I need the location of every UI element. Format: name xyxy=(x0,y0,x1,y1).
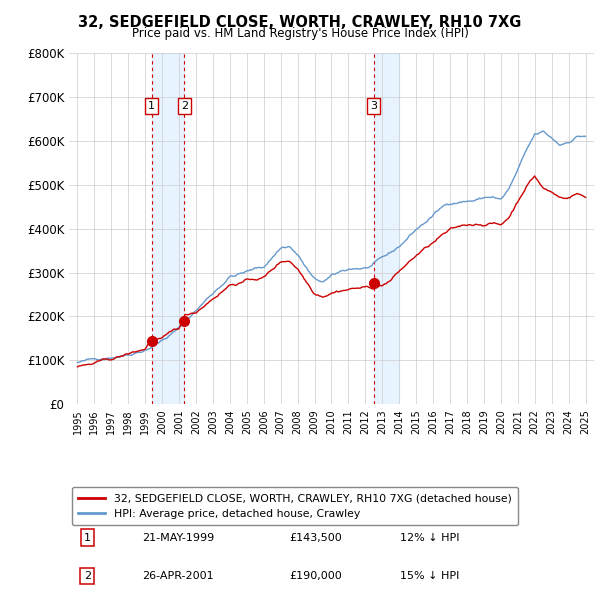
Bar xyxy=(152,53,184,404)
Text: 2: 2 xyxy=(181,101,188,111)
Text: 2: 2 xyxy=(84,571,91,581)
Text: 1: 1 xyxy=(84,533,91,543)
Text: Price paid vs. HM Land Registry's House Price Index (HPI): Price paid vs. HM Land Registry's House … xyxy=(131,27,469,40)
Text: 15% ↓ HPI: 15% ↓ HPI xyxy=(400,571,459,581)
Bar xyxy=(374,53,399,404)
Text: 3: 3 xyxy=(370,101,377,111)
Text: £143,500: £143,500 xyxy=(290,533,342,543)
Legend: 32, SEDGEFIELD CLOSE, WORTH, CRAWLEY, RH10 7XG (detached house), HPI: Average pr: 32, SEDGEFIELD CLOSE, WORTH, CRAWLEY, RH… xyxy=(72,487,518,525)
Text: 12% ↓ HPI: 12% ↓ HPI xyxy=(400,533,459,543)
Text: 21-MAY-1999: 21-MAY-1999 xyxy=(143,533,215,543)
Text: 1: 1 xyxy=(148,101,155,111)
Text: £190,000: £190,000 xyxy=(290,571,342,581)
Text: 26-APR-2001: 26-APR-2001 xyxy=(143,571,214,581)
Text: 32, SEDGEFIELD CLOSE, WORTH, CRAWLEY, RH10 7XG: 32, SEDGEFIELD CLOSE, WORTH, CRAWLEY, RH… xyxy=(79,15,521,30)
